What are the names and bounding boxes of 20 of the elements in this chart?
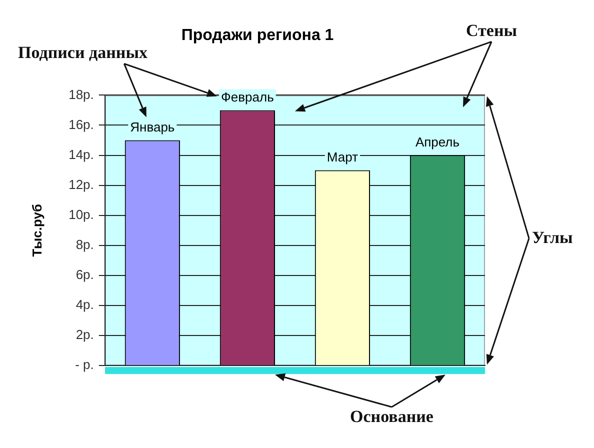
y-tick-label: 16р. — [68, 116, 94, 132]
y-tick-label: 8р. — [76, 237, 94, 252]
y-tick-label: 6р. — [76, 267, 94, 282]
chart-title: Продажи региона 1 — [181, 27, 334, 44]
y-tick-label: 14р. — [68, 146, 94, 162]
text: Подписи данных — [18, 43, 148, 63]
y-tick-label: 12р. — [68, 176, 94, 192]
y-tick-label: 10р. — [68, 206, 94, 222]
y-tick-label: 2р. — [76, 327, 94, 342]
y-tick-label: 4р. — [76, 297, 94, 312]
text: Стены — [466, 21, 518, 41]
text: Углы — [532, 228, 573, 248]
y-tick-label: 18р. — [68, 86, 94, 102]
text: Основание — [350, 407, 434, 427]
y-tick-label: - р. — [75, 357, 94, 372]
data-label: Февраль — [221, 89, 274, 104]
data-label: Март — [326, 149, 358, 164]
data-label: Апрель — [415, 134, 460, 150]
data-label: Январь — [130, 119, 175, 134]
y-axis-title: Тыс.руб — [29, 204, 44, 257]
